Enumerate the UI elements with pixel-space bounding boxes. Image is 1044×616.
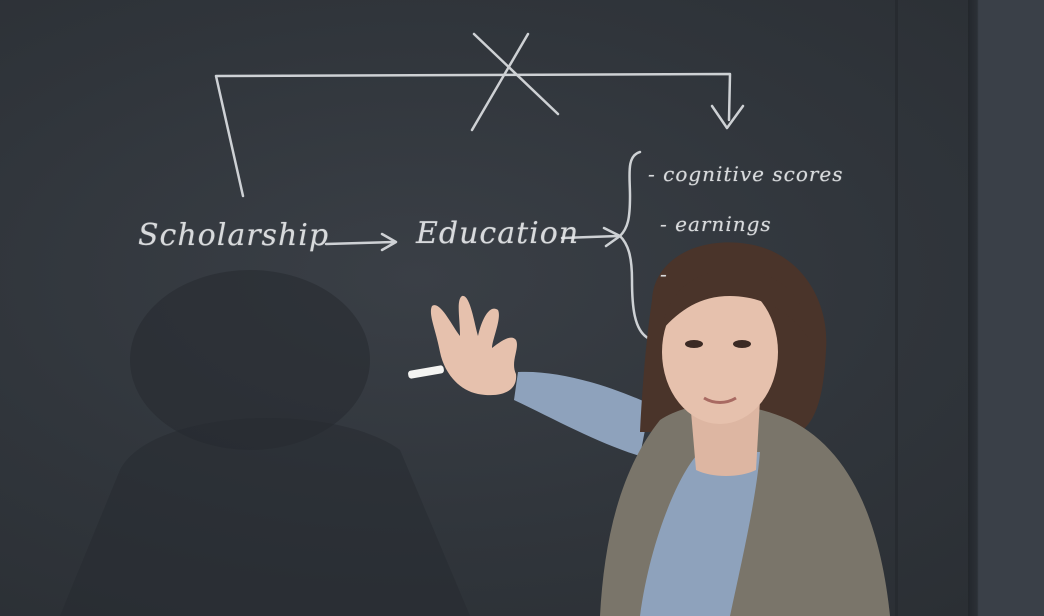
arrow-2 [560, 234, 620, 240]
lecturer-eye-right [733, 340, 751, 348]
cross-mark-b [470, 32, 530, 132]
board-seam [895, 0, 898, 616]
board-frame [968, 0, 1044, 616]
chalk-item-blank: - [660, 262, 668, 286]
lecturer-face [662, 280, 778, 424]
feedback-arrowhead [710, 104, 745, 130]
chalk-word-scholarship: Scholarship [138, 218, 330, 253]
cross-mark-a [472, 32, 560, 116]
feedback-line [214, 72, 732, 198]
lecturer-mouth [703, 396, 737, 404]
chalk-item-cognitive-scores: - cognitive scores [648, 162, 844, 186]
lecturer [408, 242, 890, 616]
arrow-1 [324, 240, 396, 246]
chalk-stick [408, 365, 444, 379]
lecturer-eye-left [685, 340, 703, 348]
lecturer-hand [430, 295, 517, 396]
shadow-head [130, 270, 370, 450]
chalk-item-earnings: - earnings [660, 212, 772, 236]
lecturer-fringe [662, 269, 808, 338]
arrow-1-head [380, 232, 398, 252]
lecturer-sweater [640, 452, 760, 616]
chalk-word-education: Education [416, 216, 580, 251]
curly-brace [618, 150, 650, 340]
shadow-body [60, 417, 470, 616]
lecturer-arm [514, 371, 650, 456]
